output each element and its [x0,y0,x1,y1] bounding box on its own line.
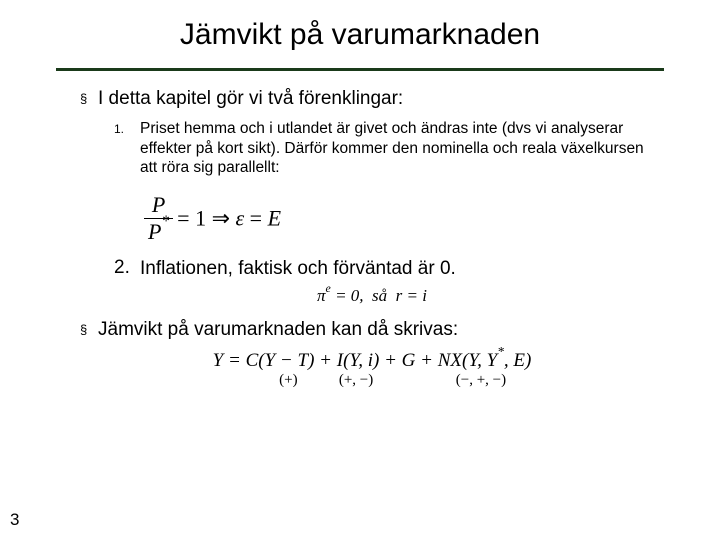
formula-main-line1: Y = C(Y − T) + I(Y, i) + G + NX(Y, Y*, E… [80,350,664,372]
bullet-marker: § [80,318,98,342]
fraction: P P* [144,192,173,245]
slide-content: § I detta kapitel gör vi två förenklinga… [0,87,720,389]
bullet-item: § I detta kapitel gör vi två förenklinga… [80,87,664,111]
bullet-text: I detta kapitel gör vi två förenklingar: [98,87,664,111]
ordered-num: 2. [114,257,140,282]
formula-inline: πe = 0, så r = i [80,286,664,306]
ordered-text: Priset hemma och i utlandet är givet och… [140,119,664,178]
formula-fraction: P P* = 1 ⇒ ε = E [144,192,664,245]
formula-rhs: = 1 ⇒ ε = E [177,206,281,231]
formula-main-line2: (+) (+, −) (−, +, −) [80,372,664,389]
slide-title: Jämvikt på varumarknaden [0,0,720,62]
slide-number: 3 [10,510,19,530]
title-rule [56,68,664,71]
bullet-text: Jämvikt på varumarknaden kan då skrivas: [98,318,664,342]
inline-eq-text: πe = 0, så r = i [317,286,427,305]
ordered-item: 1. Priset hemma och i utlandet är givet … [114,119,664,178]
bullet-item: § Jämvikt på varumarknaden kan då skriva… [80,318,664,342]
formula-main: Y = C(Y − T) + I(Y, i) + G + NX(Y, Y*, E… [80,350,664,389]
ordered-sublist: 1. Priset hemma och i utlandet är givet … [114,119,664,178]
ordered-item: 2. Inflationen, faktisk och förväntad är… [114,257,664,282]
bullet-marker: § [80,87,98,111]
slide: Jämvikt på varumarknaden § I detta kapit… [0,0,720,540]
ordered-num: 1. [114,119,140,178]
ordered-text: Inflationen, faktisk och förväntad är 0. [140,257,664,282]
fraction-denominator: P* [144,218,173,245]
